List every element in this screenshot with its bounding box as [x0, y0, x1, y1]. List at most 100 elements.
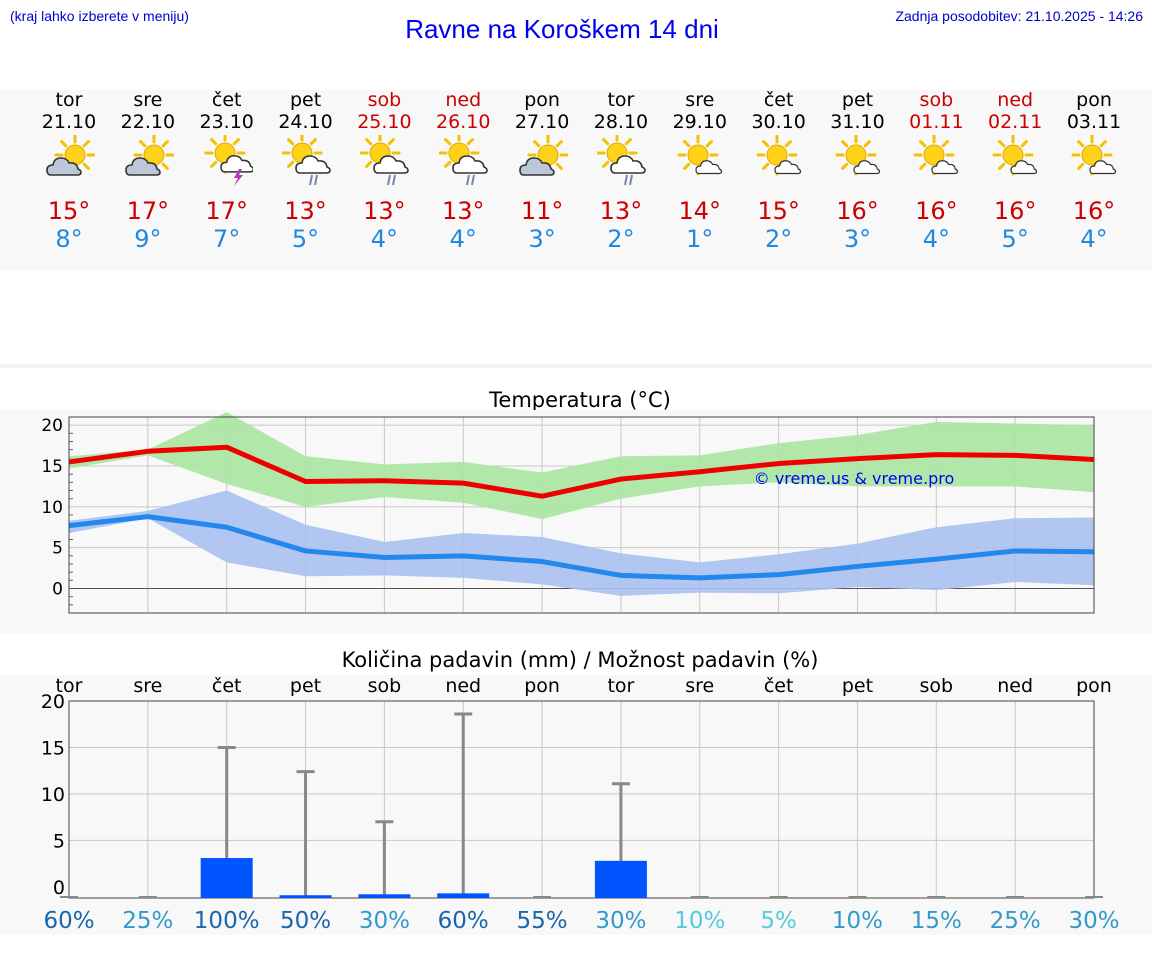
- day-name: sre: [685, 89, 715, 111]
- x-category-label: pet: [290, 675, 321, 697]
- x-category-label: tor: [607, 675, 634, 697]
- y-tick-label: 0: [52, 580, 63, 600]
- precipitation-probability: 25%: [122, 908, 173, 934]
- max-temperature: 17°: [205, 197, 248, 225]
- precipitation-probability: 30%: [1068, 908, 1119, 934]
- min-temperature: 2°: [765, 225, 793, 253]
- x-category-label: čet: [212, 675, 242, 697]
- day-date: 03.11: [1066, 111, 1122, 133]
- mostly-sunny-icon: [991, 134, 1041, 183]
- day-date: 29.10: [672, 111, 727, 133]
- day-name: sre: [133, 89, 163, 111]
- day-name: pet: [841, 89, 874, 111]
- precipitation-probability: 5%: [760, 908, 797, 934]
- temperature-chart: 0 5 10 15 20 © vreme.us & vreme.pro: [41, 412, 1095, 614]
- daily-forecast-panel: [0, 90, 1152, 270]
- day-name: ned: [997, 89, 1034, 111]
- day-date: 23.10: [199, 111, 254, 133]
- day-date: 01.11: [909, 111, 964, 133]
- separator-band: [0, 364, 1152, 368]
- precipitation-bar: [358, 894, 411, 898]
- min-temperature: 4°: [370, 225, 399, 253]
- plot-frame: [68, 416, 1095, 614]
- precipitation-probability: 30%: [595, 908, 646, 934]
- mostly-sunny-icon: [1070, 134, 1120, 183]
- day-date: 24.10: [278, 111, 333, 133]
- day-name: čet: [763, 89, 794, 111]
- precipitation-bar: [594, 860, 647, 898]
- y-tick-label: 0: [53, 877, 65, 899]
- day-date: 02.11: [987, 111, 1043, 133]
- day-date: 21.10: [41, 111, 97, 133]
- min-temperature: 1°: [686, 225, 714, 253]
- sun-cloud-rain-icon: [596, 132, 647, 186]
- max-temperature: 16°: [915, 197, 958, 225]
- precipitation-probability: 25%: [990, 908, 1041, 934]
- watermark: © vreme.us & vreme.pro: [754, 469, 955, 488]
- max-temperature: 14°: [678, 197, 722, 225]
- precipitation-probability: 60%: [438, 908, 489, 934]
- max-temperature: 13°: [363, 197, 406, 225]
- daily-forecast-row: tor 21.10 15° 8° sre 22.10 17° 9° čet 23.10 17° 7° p…: [0, 89, 1152, 259]
- mostly-sunny-icon: [912, 134, 962, 183]
- max-temperature: 16°: [1072, 197, 1116, 225]
- x-category-label: sob: [368, 675, 402, 697]
- precipitation-probability: 10%: [832, 908, 883, 934]
- x-category-label: pet: [842, 675, 873, 697]
- y-tick-label: 5: [52, 539, 63, 559]
- precipitation-probability: 50%: [280, 908, 331, 934]
- sun-thunderstorm-icon: [203, 132, 254, 186]
- day-name: sob: [367, 89, 402, 111]
- precipitation-probability: 55%: [517, 908, 568, 934]
- day-name: pon: [1076, 89, 1112, 111]
- min-temperature: 5°: [291, 225, 320, 253]
- max-temperature: 15°: [757, 197, 800, 225]
- day-name: tor: [55, 89, 83, 111]
- precipitation-bar: [437, 893, 490, 898]
- y-tick-label: 20: [41, 691, 65, 713]
- max-temperature: 13°: [441, 197, 485, 225]
- x-category-label: pon: [1076, 675, 1112, 697]
- y-tick-label: 10: [41, 498, 63, 518]
- max-temperature: 15°: [47, 197, 91, 225]
- day-name: pet: [289, 89, 322, 111]
- partly-cloudy-icon: [45, 134, 96, 183]
- y-tick-label: 15: [41, 737, 65, 759]
- day-name: sob: [919, 89, 954, 111]
- plot-frame: [68, 700, 1095, 899]
- max-temperature: 16°: [836, 197, 879, 225]
- day-date: 31.10: [830, 111, 885, 133]
- min-temperature: 2°: [607, 225, 635, 253]
- max-temperature: 17°: [126, 197, 170, 225]
- sun-cloud-rain-icon: [438, 132, 489, 186]
- location-menu-hint: (kraj lahko izberete v meniju): [10, 8, 189, 24]
- min-temperature-line: [68, 514, 1095, 581]
- max-temperature-line: [68, 444, 1095, 499]
- max-temperature: 16°: [993, 197, 1037, 225]
- precipitation-probability: 10%: [674, 908, 725, 934]
- min-temperature: 9°: [134, 225, 162, 253]
- day-name: ned: [445, 89, 482, 111]
- precipitation-probability: 60%: [43, 908, 94, 934]
- day-date: 22.10: [120, 111, 176, 133]
- max-temperature: 13°: [284, 197, 327, 225]
- mostly-sunny-icon: [676, 134, 726, 183]
- precipitation-bar: [200, 858, 253, 898]
- x-category-label: čet: [764, 675, 794, 697]
- y-tick-label: 10: [41, 784, 65, 806]
- precipitation-probability: 30%: [359, 908, 410, 934]
- x-category-label: tor: [56, 675, 83, 697]
- min-temperature: 4°: [922, 225, 950, 253]
- y-tick-label: 20: [41, 416, 63, 436]
- min-temperature: 4°: [1080, 225, 1108, 253]
- day-date: 28.10: [593, 111, 649, 133]
- sun-cloud-rain-icon: [359, 132, 410, 186]
- precipitation-probability: 15%: [911, 908, 962, 934]
- x-category-label: pon: [524, 675, 560, 697]
- mostly-sunny-icon: [834, 134, 884, 183]
- min-temperature: 5°: [1001, 225, 1029, 253]
- day-date: 30.10: [751, 111, 806, 133]
- day-name: čet: [211, 89, 242, 111]
- max-temperature-band: [69, 412, 1094, 520]
